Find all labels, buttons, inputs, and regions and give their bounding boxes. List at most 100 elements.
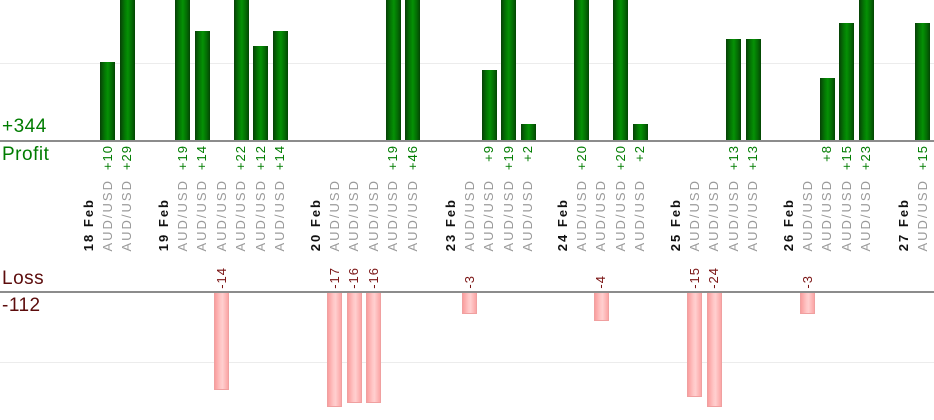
loss-bar — [462, 293, 477, 314]
instrument-label: AUD/USD — [612, 179, 628, 252]
profit-value-label: +12 — [252, 145, 268, 171]
instrument-label: AUD/USD — [119, 179, 134, 252]
loss-bar — [327, 293, 342, 407]
instrument-label: AUD/USD — [365, 179, 381, 252]
profit-axis-line — [0, 140, 934, 142]
profit-value-label: +13 — [745, 145, 760, 171]
instrument-label: AUD/USD — [404, 179, 420, 252]
instrument-label: AUD/USD — [706, 179, 721, 252]
instrument-label: AUD/USD — [252, 179, 268, 252]
loss-value-label: -16 — [365, 267, 381, 289]
profit-bar — [613, 0, 628, 140]
instrument-label: AUD/USD — [573, 179, 589, 252]
instrument-label: AUD/USD — [213, 179, 229, 252]
profit-bar — [100, 62, 115, 140]
date-label: 23 Feb — [443, 197, 458, 251]
loss-bar — [214, 293, 229, 390]
instrument-label: AUD/USD — [745, 179, 760, 252]
profit-bar — [272, 30, 288, 140]
instrument-label: AUD/USD — [194, 179, 209, 252]
profit-bar — [858, 0, 874, 140]
loss-bar — [800, 293, 815, 314]
profit-value-label: +46 — [404, 145, 420, 171]
instrument-label: AUD/USD — [233, 179, 248, 252]
profit-bar — [233, 0, 249, 140]
profit-axis-title: Profit — [2, 144, 50, 165]
instrument-label: AUD/USD — [99, 179, 115, 252]
profit-bar — [915, 23, 930, 140]
instrument-label: AUD/USD — [520, 179, 535, 252]
profit-value-label: +19 — [174, 145, 190, 171]
profit-bar — [385, 0, 401, 140]
instrument-label: AUD/USD — [593, 179, 608, 252]
instrument-label: AUD/USD — [326, 179, 342, 252]
profit-value-label: +19 — [500, 145, 516, 171]
instrument-label: AUD/USD — [799, 179, 815, 252]
date-label: 18 Feb — [81, 197, 96, 251]
date-label: 19 Feb — [156, 197, 171, 251]
date-label: 26 Feb — [781, 197, 796, 251]
profit-bar — [574, 0, 589, 140]
loss-axis-title: Loss — [2, 268, 45, 289]
loss-value-label: -14 — [213, 267, 229, 289]
instrument-label: AUD/USD — [346, 179, 361, 252]
profit-value-label: +2 — [632, 145, 647, 162]
instrument-label: AUD/USD — [272, 179, 287, 252]
loss-axis-line — [0, 291, 934, 293]
profit-bar — [405, 0, 420, 140]
profit-value-label: +22 — [233, 145, 248, 171]
profit-value-label: +14 — [272, 145, 287, 171]
instrument-label: AUD/USD — [632, 179, 647, 252]
loss-value-label: -3 — [799, 275, 815, 289]
profit-value-label: +8 — [819, 145, 834, 162]
loss-bar — [687, 293, 702, 397]
profit-value-label: +23 — [858, 145, 873, 171]
profit-value-label: +15 — [838, 145, 854, 171]
loss-gridline-minus10 — [0, 362, 934, 363]
loss-value-label: -4 — [593, 275, 608, 289]
instrument-label: AUD/USD — [686, 179, 702, 252]
instrument-label: AUD/USD — [858, 179, 873, 252]
loss-bar — [706, 293, 722, 407]
loss-bar — [593, 293, 609, 321]
profit-bar — [119, 0, 135, 140]
date-label: 27 Feb — [896, 197, 911, 251]
date-label: 20 Feb — [308, 197, 323, 251]
profit-value-label: +20 — [573, 145, 589, 171]
loss-bar — [346, 293, 362, 404]
profit-bar — [501, 0, 516, 140]
profit-bar — [632, 124, 648, 140]
profit-bar — [194, 30, 210, 140]
instrument-label: AUD/USD — [461, 179, 477, 252]
instrument-label: AUD/USD — [914, 179, 930, 252]
date-label: 24 Feb — [555, 197, 570, 251]
instrument-label: AUD/USD — [385, 179, 400, 252]
profit-gridline-plus10 — [0, 63, 934, 64]
profit-bar — [839, 23, 854, 140]
profit-bar — [175, 0, 190, 140]
loss-value-label: -24 — [706, 267, 721, 289]
profit-bar — [745, 38, 761, 140]
profit-bar — [819, 77, 835, 140]
profit-bar — [253, 46, 268, 140]
loss-total: -112 — [2, 295, 41, 316]
profit-bar — [481, 69, 497, 140]
loss-value-label: -16 — [346, 267, 361, 289]
profit-value-label: +20 — [612, 145, 628, 171]
profit-bar — [520, 124, 536, 140]
instrument-label: AUD/USD — [725, 179, 741, 252]
profit-total: +344 — [2, 116, 47, 137]
profit-value-label: +15 — [914, 145, 930, 171]
instrument-label: AUD/USD — [500, 179, 516, 252]
profit-value-label: +14 — [194, 145, 209, 171]
loss-value-label: -17 — [326, 267, 342, 289]
date-label: 25 Feb — [668, 197, 683, 251]
profit-value-label: +13 — [725, 145, 741, 171]
instrument-label: AUD/USD — [174, 179, 190, 252]
profit-value-label: +2 — [520, 145, 535, 162]
instrument-label: AUD/USD — [481, 179, 496, 252]
profit-bar — [726, 38, 741, 140]
profit-value-label: +19 — [385, 145, 400, 171]
instrument-label: AUD/USD — [838, 179, 854, 252]
